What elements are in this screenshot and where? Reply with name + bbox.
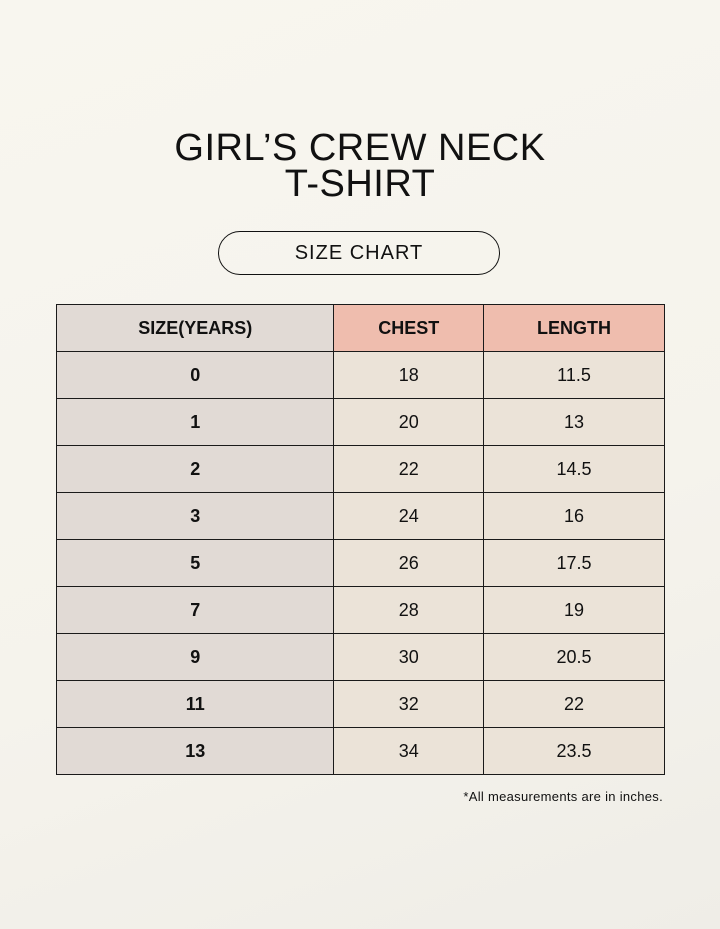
table-row: 5 26 17.5 xyxy=(55,539,665,587)
table-row: 0 18 11.5 xyxy=(55,351,665,399)
cell-size: 5 xyxy=(55,539,335,587)
cell-size: 1 xyxy=(55,398,335,446)
cell-length: 20.5 xyxy=(483,633,665,681)
cell-chest: 26 xyxy=(333,539,485,587)
cell-size: 11 xyxy=(55,680,335,728)
table-row: 3 24 16 xyxy=(55,492,665,540)
table-row: 7 28 19 xyxy=(55,586,665,634)
cell-size: 9 xyxy=(55,633,335,681)
cell-length: 22 xyxy=(483,680,665,728)
table-row: 2 22 14.5 xyxy=(55,445,665,493)
table-row: 11 32 22 xyxy=(55,680,665,728)
cell-chest: 32 xyxy=(333,680,485,728)
table-header-row: SIZE(YEARS) CHEST LENGTH xyxy=(55,304,665,352)
title-line-2: T-SHIRT xyxy=(284,163,436,205)
cell-size: 3 xyxy=(55,492,335,540)
cell-chest: 22 xyxy=(333,445,485,493)
cell-size: 2 xyxy=(55,445,335,493)
footnote: *All measurements are in inches. xyxy=(463,789,663,804)
header-chest: CHEST xyxy=(333,304,485,352)
cell-chest: 28 xyxy=(333,586,485,634)
cell-length: 16 xyxy=(483,492,665,540)
cell-chest: 30 xyxy=(333,633,485,681)
cell-length: 14.5 xyxy=(483,445,665,493)
size-chart-label: SIZE CHART xyxy=(218,231,500,275)
header-size: SIZE(YEARS) xyxy=(55,304,335,352)
table-row: 9 30 20.5 xyxy=(55,633,665,681)
cell-size: 7 xyxy=(55,586,335,634)
size-table: SIZE(YEARS) CHEST LENGTH 0 18 11.5 1 20 13 2 22… xyxy=(55,304,665,775)
cell-chest: 34 xyxy=(333,727,485,775)
cell-length: 11.5 xyxy=(483,351,665,399)
cell-length: 13 xyxy=(483,398,665,446)
cell-size: 13 xyxy=(55,727,335,775)
cell-length: 17.5 xyxy=(483,539,665,587)
cell-length: 23.5 xyxy=(483,727,665,775)
table-row: 13 34 23.5 xyxy=(55,727,665,775)
table-row: 1 20 13 xyxy=(55,398,665,446)
cell-size: 0 xyxy=(55,351,335,399)
cell-chest: 24 xyxy=(333,492,485,540)
cell-chest: 18 xyxy=(333,351,485,399)
cell-length: 19 xyxy=(483,586,665,634)
header-length: LENGTH xyxy=(483,304,665,352)
cell-chest: 20 xyxy=(333,398,485,446)
title-line-1: GIRL’S CREW NECK xyxy=(174,127,546,169)
page-title: GIRL’S CREW NECK T-SHIRT xyxy=(0,127,720,205)
